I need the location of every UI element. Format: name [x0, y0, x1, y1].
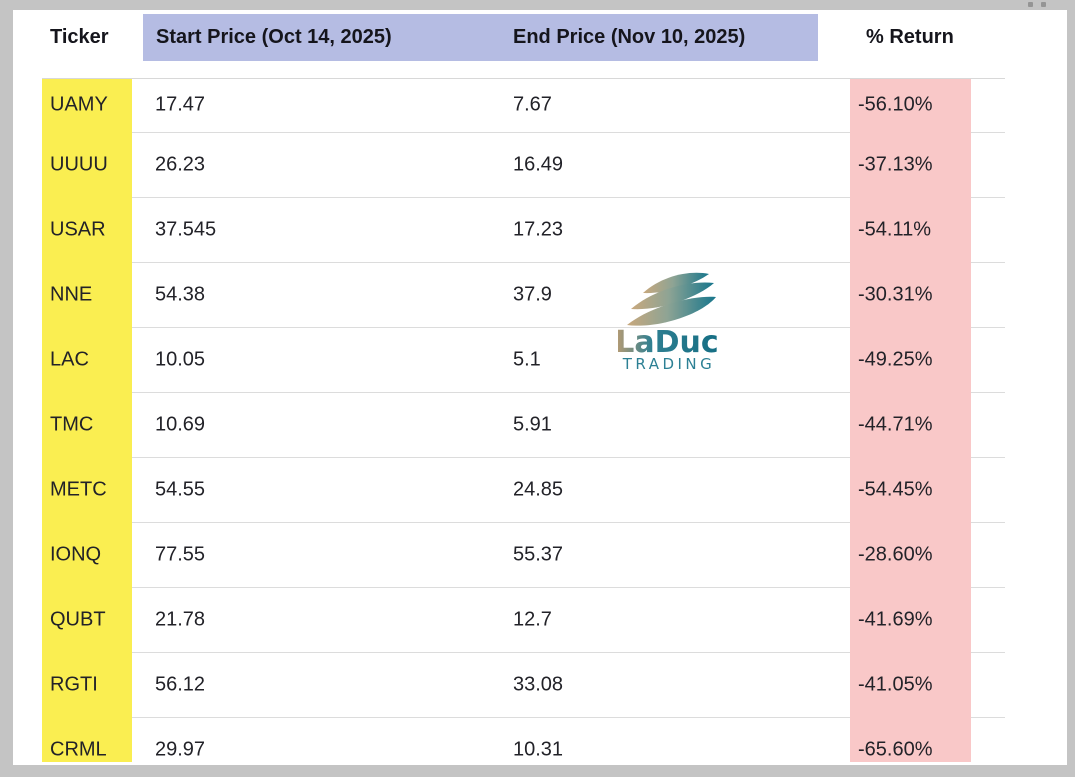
row-separator [132, 132, 850, 133]
end-price-cell: 33.08 [513, 673, 564, 695]
table-page: Ticker Start Price (Oct 14, 2025) End Pr… [13, 10, 1067, 765]
col-header-ticker: Ticker [50, 26, 109, 48]
end-price-cell: 5.1 [513, 348, 541, 370]
end-price-cell: 7.67 [513, 93, 552, 116]
return-cell: -49.25% [858, 348, 933, 370]
table-row: UAMY 17.47 7.67 -56.10% [13, 78, 1067, 132]
ticker-cell: CRML [50, 738, 107, 760]
end-price-cell: 10.31 [513, 738, 564, 760]
return-cell: -37.13% [858, 153, 933, 175]
row-separator [132, 392, 850, 393]
row-separator [132, 262, 850, 263]
start-price-cell: 17.47 [155, 93, 206, 116]
start-price-cell: 54.55 [155, 478, 206, 500]
return-cell: -56.10% [858, 93, 933, 116]
table-row: TMC 10.69 5.91 -44.71% [13, 392, 1067, 457]
ticker-cell: UUUU [50, 153, 108, 175]
start-price-cell: 26.23 [155, 153, 206, 175]
start-price-cell: 10.69 [155, 413, 206, 435]
row-separator [132, 197, 850, 198]
table-row: CRML 29.97 10.31 -65.60% [13, 717, 1067, 765]
ticker-cell: RGTI [50, 673, 98, 695]
table-row: RGTI 56.12 33.08 -41.05% [13, 652, 1067, 717]
return-highlight-band [850, 78, 971, 762]
start-price-cell: 37.545 [155, 218, 217, 240]
table-row: QUBT 21.78 12.7 -41.69% [13, 587, 1067, 652]
end-price-cell: 12.7 [513, 608, 552, 630]
row-separator [971, 392, 1005, 393]
table-row: LAC 10.05 5.1 -49.25% [13, 327, 1067, 392]
row-separator [971, 262, 1005, 263]
start-price-cell: 29.97 [155, 738, 206, 760]
row-separator [971, 132, 1005, 133]
return-cell: -30.31% [858, 283, 933, 305]
row-separator [971, 717, 1005, 718]
row-separator [132, 327, 850, 328]
table-row: UUUU 26.23 16.49 -37.13% [13, 132, 1067, 197]
return-cell: -28.60% [858, 543, 933, 565]
table-row: NNE 54.38 37.9 -30.31% [13, 262, 1067, 327]
start-price-cell: 77.55 [155, 543, 206, 565]
row-separator [971, 327, 1005, 328]
row-separator [132, 652, 850, 653]
start-price-cell: 21.78 [155, 608, 206, 630]
col-header-start-price: Start Price (Oct 14, 2025) [156, 26, 392, 48]
col-header-end-price: End Price (Nov 10, 2025) [513, 26, 746, 48]
ticker-cell: LAC [50, 348, 89, 370]
row-separator [971, 457, 1005, 458]
ticker-cell: QUBT [50, 608, 106, 630]
end-price-cell: 37.9 [513, 283, 552, 305]
ticker-cell: METC [50, 478, 107, 500]
return-cell: -41.69% [858, 608, 933, 630]
table-row: USAR 37.545 17.23 -54.11% [13, 197, 1067, 262]
return-cell: -65.60% [858, 738, 933, 760]
return-cell: -54.45% [858, 478, 933, 500]
end-price-cell: 17.23 [513, 218, 564, 240]
ticker-cell: TMC [50, 413, 94, 435]
start-price-cell: 54.38 [155, 283, 206, 305]
row-separator [971, 522, 1005, 523]
header-separator [42, 78, 1005, 79]
end-price-cell: 55.37 [513, 543, 564, 565]
end-price-cell: 5.91 [513, 413, 552, 435]
cropped-icon-fragment [1028, 2, 1033, 7]
ticker-cell: IONQ [50, 543, 102, 565]
start-price-cell: 10.05 [155, 348, 206, 370]
ticker-cell: UAMY [50, 93, 108, 116]
row-separator [971, 587, 1005, 588]
col-header-return: % Return [866, 26, 954, 48]
row-separator [132, 457, 850, 458]
row-separator [132, 717, 850, 718]
ticker-cell: USAR [50, 218, 106, 240]
ticker-cell: NNE [50, 283, 93, 305]
start-price-cell: 56.12 [155, 673, 206, 695]
row-separator [971, 197, 1005, 198]
row-separator [132, 587, 850, 588]
end-price-cell: 24.85 [513, 478, 564, 500]
table-row: METC 54.55 24.85 -54.45% [13, 457, 1067, 522]
table-row: IONQ 77.55 55.37 -28.60% [13, 522, 1067, 587]
cropped-icon-fragment [1041, 2, 1046, 7]
return-cell: -41.05% [858, 673, 933, 695]
row-separator [132, 522, 850, 523]
header-highlight-band [143, 14, 818, 61]
end-price-cell: 16.49 [513, 153, 564, 175]
return-cell: -54.11% [858, 218, 932, 240]
ticker-highlight-band [42, 78, 132, 762]
row-separator [971, 652, 1005, 653]
return-cell: -44.71% [858, 413, 933, 435]
